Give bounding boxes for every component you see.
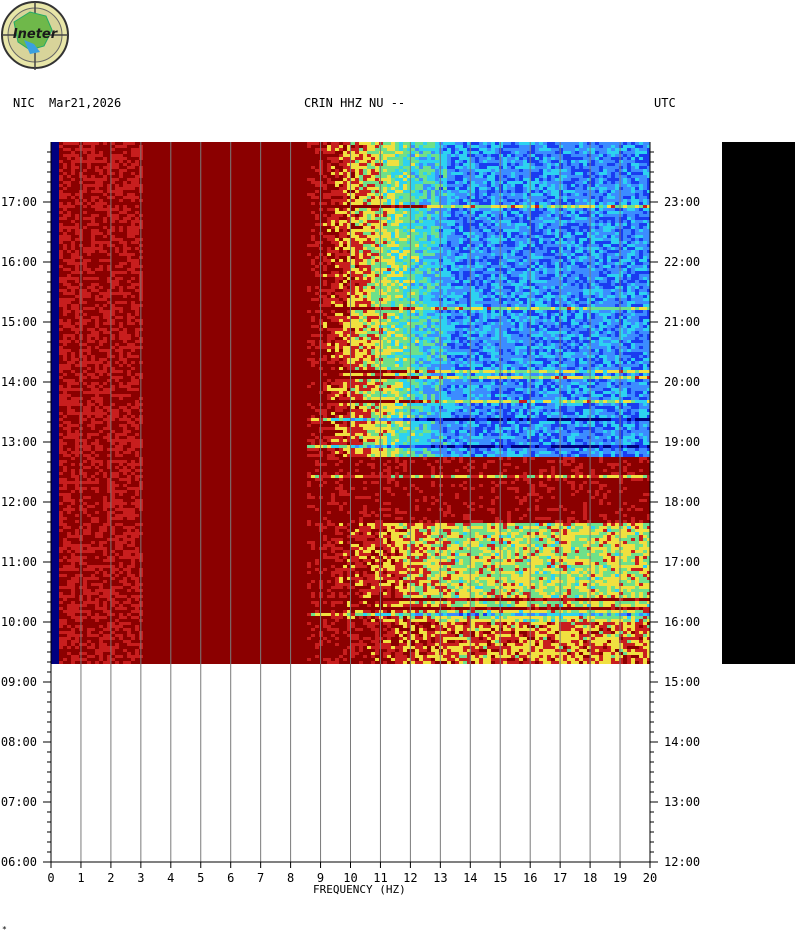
left-time-label: 14:00 <box>1 375 37 389</box>
x-tick-label: 20 <box>643 871 657 885</box>
x-tick-label: 15 <box>493 871 507 885</box>
x-tick-label: 13 <box>433 871 447 885</box>
x-tick-label: 9 <box>317 871 324 885</box>
left-time-label: 12:00 <box>1 495 37 509</box>
x-tick-label: 12 <box>403 871 417 885</box>
x-tick-label: 0 <box>47 871 54 885</box>
x-tick-label: 19 <box>613 871 627 885</box>
x-tick-label: 5 <box>197 871 204 885</box>
left-time-label: 07:00 <box>1 795 37 809</box>
x-tick-label: 18 <box>583 871 597 885</box>
left-time-label: 06:00 <box>1 855 37 869</box>
x-tick-label: 8 <box>287 871 294 885</box>
left-time-ticks: 06:00 07:00 08:00 09:00 10:00 11:00 12:00 13:00… <box>1 151 51 869</box>
x-tick-label: 17 <box>553 871 567 885</box>
right-time-label: 19:00 <box>664 435 700 449</box>
x-axis-ticks: 0 1 2 3 4 5 6 7 8 9 10 11 12 13 14 15 16 17 18 19 20 <box>47 862 657 885</box>
station-label: CRIN HHZ NU -- <box>304 96 405 110</box>
x-tick-label: 7 <box>257 871 264 885</box>
frequency-gridlines <box>80 142 621 862</box>
left-time-label: 16:00 <box>1 255 37 269</box>
right-time-label: 12:00 <box>664 855 700 869</box>
left-time-label: 17:00 <box>1 195 37 209</box>
left-time-label: 08:00 <box>1 735 37 749</box>
left-timezone-label: NIC <box>13 96 35 110</box>
side-bar <box>722 142 795 664</box>
left-time-label: 09:00 <box>1 675 37 689</box>
right-time-label: 20:00 <box>664 375 700 389</box>
x-tick-label: 3 <box>137 871 144 885</box>
footer-mark: * <box>2 925 7 934</box>
right-time-label: 23:00 <box>664 195 700 209</box>
left-time-label: 15:00 <box>1 315 37 329</box>
right-time-label: 22:00 <box>664 255 700 269</box>
right-time-label: 14:00 <box>664 735 700 749</box>
x-tick-label: 1 <box>77 871 84 885</box>
right-time-label: 21:00 <box>664 315 700 329</box>
right-time-label: 13:00 <box>664 795 700 809</box>
x-tick-label: 6 <box>227 871 234 885</box>
right-time-label: 16:00 <box>664 615 700 629</box>
right-time-label: 15:00 <box>664 675 700 689</box>
x-tick-label: 14 <box>463 871 477 885</box>
right-time-label: 17:00 <box>664 555 700 569</box>
x-axis-title: FREQUENCY (HZ) <box>313 883 406 896</box>
left-time-label: 11:00 <box>1 555 37 569</box>
logo-text: Ineter <box>13 27 59 42</box>
date-label: Mar21,2026 <box>49 96 121 110</box>
x-tick-label: 4 <box>167 871 174 885</box>
x-tick-label: 2 <box>107 871 114 885</box>
right-time-label: 18:00 <box>664 495 700 509</box>
right-timezone-label: UTC <box>654 96 676 110</box>
x-tick-label: 11 <box>373 871 387 885</box>
ineter-logo: Ineter <box>1 1 69 70</box>
right-time-ticks: 12:00 13:00 14:00 15:00 16:00 17:00 18:00 19:00… <box>650 151 700 869</box>
left-time-label: 10:00 <box>1 615 37 629</box>
x-tick-label: 10 <box>343 871 357 885</box>
left-time-label: 13:00 <box>1 435 37 449</box>
x-tick-label: 16 <box>523 871 537 885</box>
